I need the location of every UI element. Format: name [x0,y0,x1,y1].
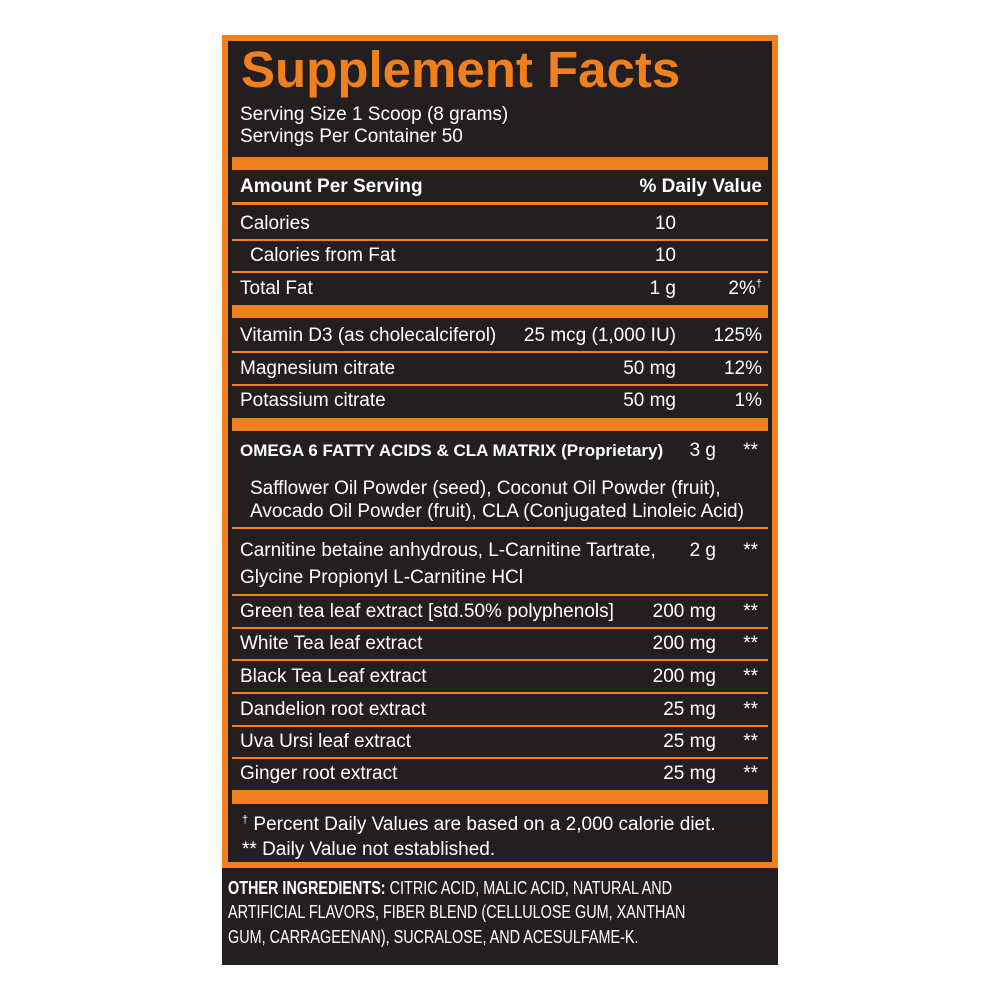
row-name: White Tea leaf extract [240,633,423,654]
header-daily-value: % Daily Value [639,176,762,197]
row-name: Ginger root extract [240,763,398,784]
other-ingredients-label: OTHER INGREDIENTS: [228,878,386,898]
row-name: Uva Ursi leaf extract [240,731,412,752]
divider-thick [232,157,768,170]
footnote: ** Daily Value not established. [242,839,495,861]
label-border [222,35,778,868]
serving-size: Serving Size 1 Scoop (8 grams) [240,104,509,125]
row-name: Vitamin D3 (as cholecalciferol) [240,325,497,346]
row-amount: 200 mg [652,666,716,687]
row-amount: 3 g [689,440,716,461]
row-name: OMEGA 6 FATTY ACIDS & CLA MATRIX (Propri… [240,441,664,460]
divider-thick [232,790,768,804]
other-ingredients-text: GUM, CARRAGEENAN), SUCRALOSE, AND ACESUL… [228,927,639,947]
row-name: Calories from Fat [250,245,396,266]
row-amount: 25 mg [663,763,716,784]
row-ingredients: Safflower Oil Powder (seed), Coconut Oil… [250,478,721,499]
row-name: Potassium citrate [240,390,386,411]
row-amount: 25 mg [663,699,716,720]
row-amount: 10 [654,245,676,266]
row-daily-value: ** [743,540,758,561]
title: Supplement Facts [241,41,681,98]
dv-value: 2% [728,278,756,299]
row-name: Dandelion root extract [240,699,426,720]
divider [232,659,768,661]
row-daily-value: 2%† [728,278,762,300]
header-amount: Amount Per Serving [240,176,423,197]
divider-thick [232,305,768,318]
divider [232,202,768,205]
row-amount: 50 mg [623,390,676,411]
other-ingredients-text: CITRIC ACID, MALIC ACID, NATURAL AND [389,878,673,898]
divider [232,351,768,353]
label-panel [222,35,778,965]
divider [232,757,768,759]
divider [232,725,768,727]
row-daily-value: ** [743,763,758,784]
footnote: † Percent Daily Values are based on a 2,… [242,814,716,836]
divider [232,271,768,273]
divider [232,384,768,386]
divider [232,527,768,529]
row-daily-value: ** [743,731,758,752]
row-name: Glycine Propionyl L-Carnitine HCl [240,567,523,588]
divider [232,239,768,241]
dv-mark: † [755,278,762,290]
other-ingredients-text: ARTIFICIAL FLAVORS, FIBER BLEND (CELLULO… [228,902,686,922]
row-daily-value: 125% [713,325,762,346]
row-name: Calories [240,213,310,234]
row-daily-value: 12% [723,358,762,379]
row-name: Total Fat [240,278,313,299]
footnote-mark: ** [242,839,257,860]
divider-thick [232,418,768,431]
row-daily-value: ** [743,633,758,654]
row-ingredients: Avocado Oil Powder (fruit), CLA (Conjuga… [250,501,744,522]
row-name: Magnesium citrate [240,358,396,379]
row-daily-value: 1% [734,390,762,411]
row-amount: 25 mg [663,731,716,752]
row-daily-value: ** [743,440,758,461]
servings-per-container: Servings Per Container 50 [240,126,463,147]
row-amount: 10 [654,213,676,234]
row-amount: 200 mg [652,601,716,622]
row-daily-value: ** [743,666,758,687]
divider [232,627,768,629]
row-amount: 2 g [689,540,716,561]
other-ingredients: OTHER INGREDIENTS: CITRIC ACID, MALIC AC… [228,877,672,899]
row-daily-value: ** [743,601,758,622]
row-amount: 50 mg [623,358,676,379]
footnote-text: Percent Daily Values are based on a 2,00… [253,814,716,835]
row-amount: 200 mg [652,633,716,654]
divider [232,692,768,694]
row-name: Green tea leaf extract [std.50% polyphen… [240,601,614,622]
row-name: Carnitine betaine anhydrous, L-Carnitine… [240,540,656,561]
footnote-text: Daily Value not established. [262,839,496,860]
row-daily-value: ** [743,699,758,720]
row-amount: 25 mcg (1,000 IU) [523,325,676,346]
row-amount: 1 g [649,278,676,299]
divider [232,594,768,596]
row-name: Black Tea Leaf extract [240,666,427,687]
footnote-mark: † [242,814,249,826]
